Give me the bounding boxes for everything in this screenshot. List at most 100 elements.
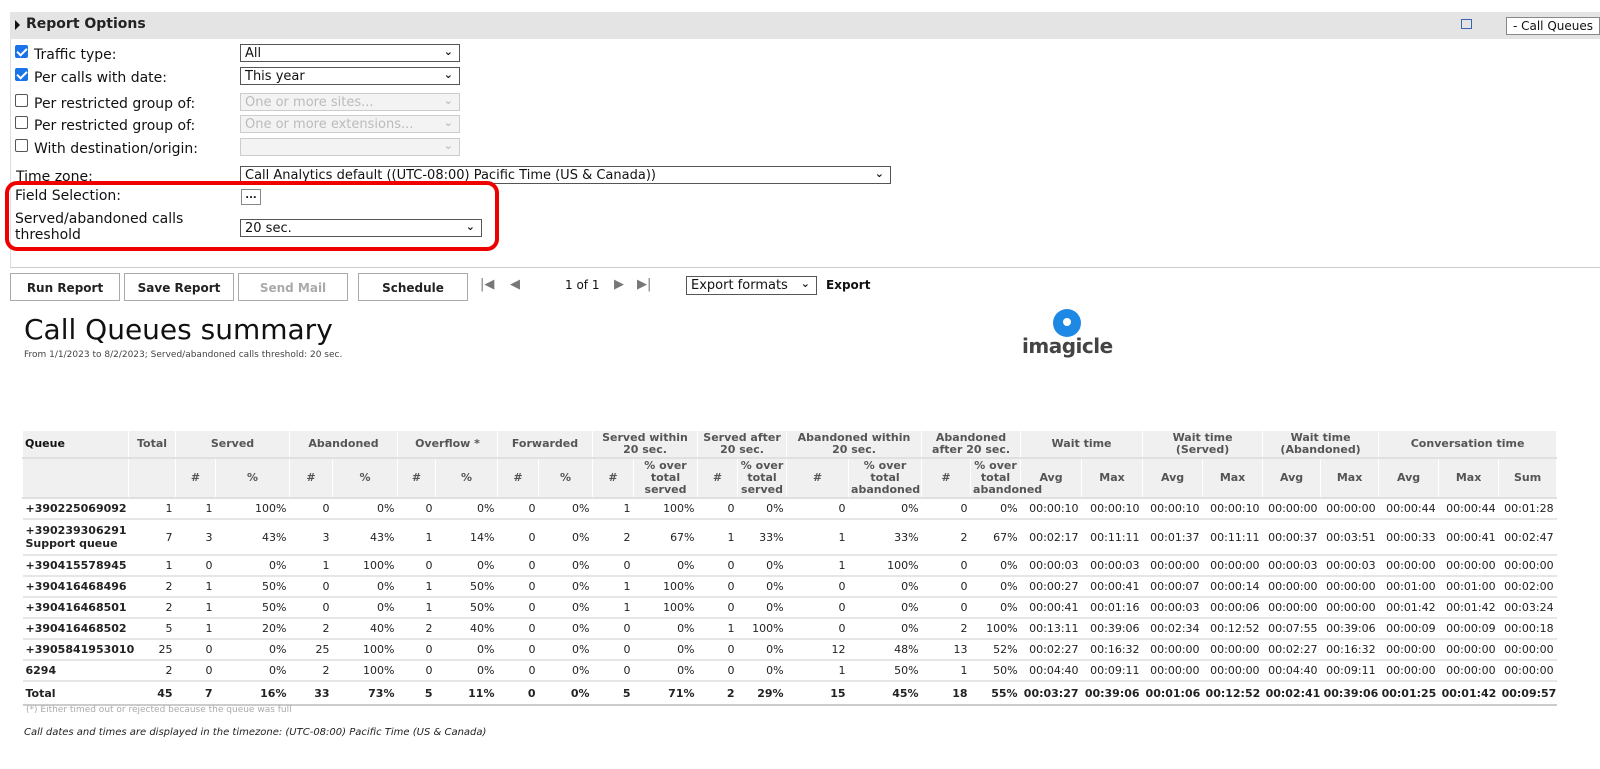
table-cell: 100% [332, 660, 398, 682]
send-mail-button[interactable]: Send Mail [238, 273, 348, 301]
table-cell: 00:00:00 [1320, 498, 1379, 520]
table-cell: 71% [633, 681, 698, 706]
run-report-button[interactable]: Run Report [10, 273, 120, 301]
option-select[interactable]: One or more extensions... ⌄ [240, 115, 460, 133]
timezone-select[interactable]: Call Analytics default ((UTC-08:00) Paci… [240, 166, 891, 184]
first-page-icon[interactable]: |◀ [480, 277, 495, 292]
table-row: 6294 2 0 0% 2 100% 0 0% 0 0% 0 0% 0 0% 1 50% 1 50% 00:04:4… [22, 660, 1557, 682]
chevron-down-icon: ⌄ [874, 167, 884, 180]
export-formats-select[interactable]: Export formats ⌄ [686, 276, 817, 295]
subheader-row: #% #% #% #% #% over total served #% over tota… [22, 457, 1558, 499]
table-cell: 100% [737, 618, 787, 640]
column-header: Wait time (Served) [1142, 430, 1264, 459]
table-cell: 0 [497, 618, 539, 640]
table-cell: 00:39:06 [1320, 618, 1379, 640]
queue-name: +390225069092 [22, 498, 129, 520]
table-cell: 00:00:03 [1020, 555, 1082, 577]
column-subheader: % over total served [737, 457, 788, 499]
chevron-down-icon: ⌄ [443, 139, 453, 152]
option-label: Traffic type: [34, 47, 117, 63]
page-indicator: 1 of 1 [565, 278, 600, 292]
option-label: Per calls with date: [34, 70, 167, 86]
table-row: +390416468502 5 1 20% 2 40% 2 40% 0 0% 0 0% 1 100% 0 0%… [22, 618, 1557, 640]
option-checkbox[interactable] [15, 94, 28, 107]
export-button[interactable]: Export [826, 278, 871, 292]
queue-name: +390239306291 Support queue [22, 519, 129, 556]
option-label: With destination/origin: [34, 141, 198, 157]
table-cell: 00:03:24 [1498, 597, 1557, 619]
table-cell: 0 [397, 555, 436, 577]
header-row: Queue Total Served Abandoned Overflow * Forwa… [22, 430, 1558, 459]
report-options-header[interactable]: Report Options [10, 12, 1600, 39]
table-cell: 0 [592, 639, 634, 661]
table-cell: 0% [737, 597, 787, 619]
option-select[interactable]: This year ⌄ [240, 67, 460, 85]
table-cell: 00:09:11 [1320, 660, 1379, 682]
table-cell: 00:09:57 [1498, 681, 1557, 706]
column-subheader: # [497, 457, 539, 499]
option-label: Per restricted group of: [34, 118, 196, 134]
table-cell: 50% [848, 660, 922, 682]
table-cell: 00:39:06 [1081, 618, 1143, 640]
option-select[interactable]: All ⌄ [240, 44, 460, 62]
table-cell: 0% [538, 555, 593, 577]
table-cell: 00:07:55 [1262, 618, 1321, 640]
table-cell: 11% [435, 681, 498, 706]
next-page-icon[interactable]: ▶ [614, 277, 624, 292]
table-cell: 1 [128, 555, 176, 577]
table-cell: 100% [633, 498, 698, 520]
option-checkbox[interactable] [15, 139, 28, 152]
table-cell: 33% [737, 519, 787, 556]
table-cell: 0% [332, 576, 398, 598]
column-subheader: Max [1320, 457, 1380, 499]
table-cell: 0% [215, 555, 290, 577]
table-cell: 0% [737, 576, 787, 598]
table-cell: 1 [175, 576, 216, 598]
table-cell: 00:01:25 [1378, 681, 1439, 706]
table-cell: 00:00:03 [1262, 555, 1321, 577]
column-header: Served after 20 sec. [697, 430, 788, 459]
table-cell: 00:00:00 [1320, 576, 1379, 598]
option-checkbox[interactable] [15, 68, 28, 81]
window-restore-icon[interactable] [1461, 19, 1472, 29]
table-cell: 1 [592, 498, 634, 520]
table-cell: 00:02:00 [1498, 576, 1557, 598]
option-select[interactable]: ⌄ [240, 138, 460, 156]
last-page-icon[interactable]: ▶| [637, 277, 652, 292]
option-checkbox[interactable] [15, 45, 28, 58]
field-selection-label: Field Selection: [15, 188, 121, 204]
table-cell: 40% [332, 618, 398, 640]
table-cell: 0% [737, 498, 787, 520]
table-cell: 00:01:16 [1081, 597, 1143, 619]
schedule-button[interactable]: Schedule [358, 273, 468, 301]
table-cell: 00:00:03 [1142, 597, 1203, 619]
threshold-select[interactable]: 20 sec. ⌄ [240, 219, 482, 237]
column-subheader: Max [1202, 457, 1264, 499]
table-cell: 1 [697, 618, 738, 640]
table-cell: 0 [786, 576, 849, 598]
table-cell: 0% [215, 660, 290, 682]
table-cell: 0% [970, 597, 1021, 619]
table-cell: 1 [786, 555, 849, 577]
table-cell: 2 [128, 576, 176, 598]
table-cell: 1 [592, 597, 634, 619]
table-cell: 1 [397, 576, 436, 598]
option-checkbox[interactable] [15, 116, 28, 129]
field-selection-button[interactable]: ... [241, 189, 261, 205]
option-select[interactable]: One or more sites... ⌄ [240, 93, 460, 111]
table-cell: 13 [921, 639, 971, 661]
table-cell: 0 [497, 576, 539, 598]
prev-page-icon[interactable]: ◀ [510, 277, 520, 292]
table-row: +3905841953010 25 0 0% 25 100% 0 0% 0 0% 0 0% 0 0% 12 4… [22, 639, 1557, 661]
table-cell: 0% [633, 660, 698, 682]
call-queues-button[interactable]: - Call Queues [1505, 17, 1600, 35]
table-cell: 00:03:27 [1020, 681, 1082, 706]
table-cell: 0% [633, 639, 698, 661]
table-cell: 00:09:11 [1081, 660, 1143, 682]
save-report-button[interactable]: Save Report [124, 273, 234, 301]
table-cell: 100% [332, 639, 398, 661]
table-cell: 100% [970, 618, 1021, 640]
column-subheader: % over total abandoned [848, 457, 923, 499]
table-cell: 00:00:00 [1320, 597, 1379, 619]
column-subheader: # [786, 457, 850, 499]
